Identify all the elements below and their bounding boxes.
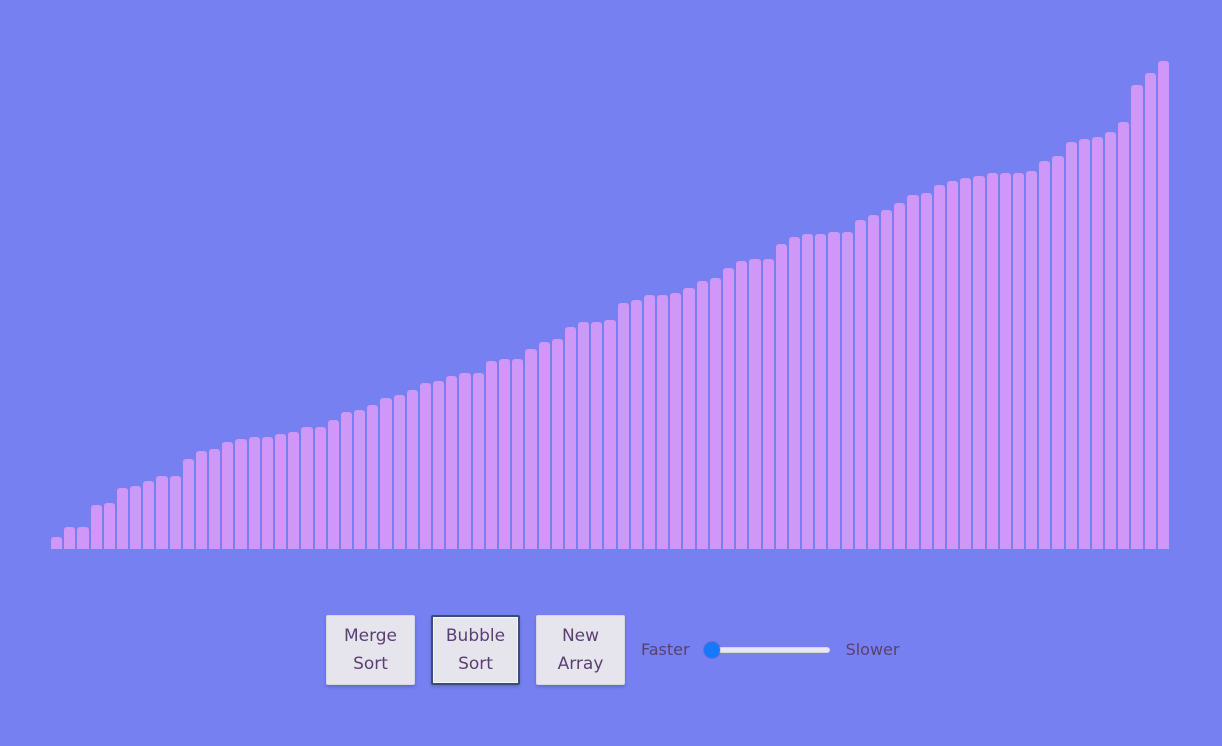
array-bar	[986, 173, 998, 549]
array-bar	[815, 234, 827, 549]
array-bar	[485, 361, 497, 549]
array-bar	[314, 427, 326, 549]
array-bar	[1144, 73, 1156, 549]
array-bar	[209, 448, 221, 549]
array-bar	[130, 485, 142, 549]
array-bar	[116, 488, 129, 549]
speed-slider[interactable]	[703, 642, 830, 658]
array-bar	[248, 436, 260, 549]
array-bar	[1118, 122, 1130, 549]
array-bar	[1105, 131, 1117, 549]
array-bar	[749, 258, 761, 549]
bubble-sort-label: Bubble Sort	[445, 626, 506, 674]
array-bar	[327, 419, 339, 549]
array-bar	[1091, 136, 1104, 549]
array-bar	[288, 431, 300, 549]
array-bar	[907, 195, 919, 549]
array-bar	[512, 358, 524, 549]
array-bar	[169, 475, 181, 549]
array-bar	[354, 409, 366, 549]
array-bar	[643, 295, 656, 549]
array-bar	[841, 231, 853, 549]
merge-sort-label: Merge Sort	[343, 626, 398, 674]
array-bar	[683, 287, 695, 549]
new-array-button[interactable]: New Array	[536, 615, 625, 685]
array-bar	[419, 383, 432, 549]
array-bar	[195, 451, 208, 549]
array-bar	[881, 209, 893, 549]
array-bar	[578, 322, 590, 549]
array-bar	[828, 231, 840, 549]
array-bar	[709, 278, 721, 549]
array-bar	[1131, 85, 1143, 549]
array-bar	[51, 536, 63, 549]
bubble-sort-button[interactable]: Bubble Sort	[431, 615, 520, 685]
array-bar	[696, 280, 708, 549]
array-bar	[1012, 173, 1025, 549]
slower-label: Slower	[845, 640, 900, 659]
array-bar	[393, 395, 405, 549]
array-bar	[775, 244, 787, 549]
array-bar	[762, 258, 774, 549]
array-bar	[446, 375, 458, 549]
array-bar	[77, 527, 89, 549]
array-bar	[788, 236, 801, 549]
faster-label: Faster	[641, 640, 690, 659]
array-bar	[64, 527, 76, 549]
array-bar	[275, 434, 287, 549]
array-bar	[301, 427, 313, 549]
array-bar	[90, 505, 102, 549]
array-bar	[802, 234, 814, 549]
speed-slider-track[interactable]	[703, 647, 830, 653]
array-bar	[630, 300, 642, 549]
sorting-array-visualization	[51, 0, 1171, 549]
array-bar	[380, 397, 392, 549]
array-bar	[525, 348, 537, 549]
array-bar	[433, 380, 445, 549]
array-bar	[538, 341, 550, 549]
array-bar	[723, 268, 735, 549]
array-bar	[920, 192, 932, 549]
array-bar	[670, 292, 682, 549]
array-bar	[340, 412, 353, 549]
array-bar	[947, 180, 959, 549]
merge-sort-button[interactable]: Merge Sort	[326, 615, 415, 685]
array-bar	[1026, 170, 1038, 549]
array-bar	[103, 502, 115, 549]
array-bar	[1065, 141, 1077, 549]
array-bar	[182, 458, 194, 549]
array-bar	[564, 326, 577, 549]
array-bar	[894, 202, 906, 549]
array-bar	[736, 261, 748, 549]
array-bar	[933, 185, 945, 549]
sort-controls: Merge Sort Bubble Sort New Array Faster …	[326, 614, 899, 686]
array-bar	[657, 295, 669, 549]
array-bar	[960, 178, 972, 549]
array-bar	[499, 358, 511, 549]
array-bar	[261, 436, 273, 549]
array-bar	[1157, 61, 1169, 549]
array-bar	[1039, 161, 1051, 549]
array-bar	[406, 390, 418, 549]
array-bar	[1052, 156, 1064, 549]
array-bar	[551, 339, 563, 549]
array-bar	[1078, 139, 1090, 549]
array-bar	[235, 439, 247, 549]
array-bar	[143, 480, 155, 549]
array-bar	[867, 214, 880, 549]
array-bar	[222, 441, 234, 549]
array-bar	[999, 173, 1011, 549]
array-bar	[591, 322, 603, 549]
array-bar	[604, 319, 616, 549]
array-bar	[617, 302, 629, 549]
array-bar	[472, 373, 484, 549]
new-array-label: New Array	[557, 626, 604, 674]
array-bar	[156, 475, 168, 549]
speed-slider-thumb[interactable]	[703, 642, 720, 658]
array-bar	[367, 405, 379, 549]
array-bar	[459, 373, 471, 549]
array-bar	[973, 175, 985, 549]
array-bar	[854, 219, 866, 549]
